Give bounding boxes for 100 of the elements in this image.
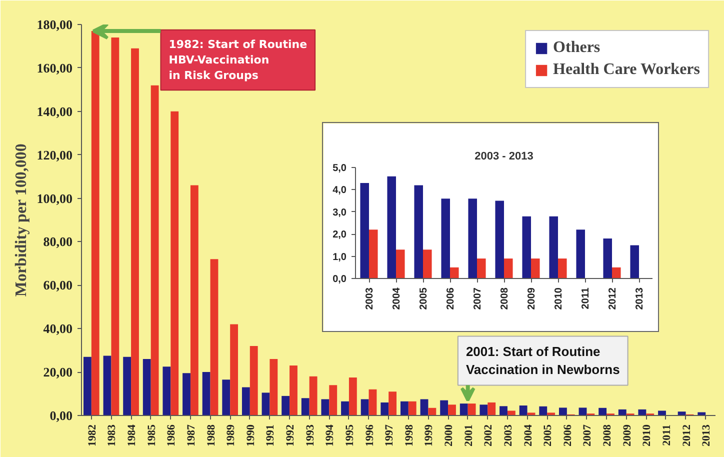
x-tick-label: 2003: [502, 424, 514, 446]
bar: [222, 380, 230, 416]
x-tick-label: 2005: [418, 287, 430, 310]
annotation: 1982: Start of Routine HBV-Vaccination in Risk Groups: [168, 38, 308, 82]
legend-label: Health Care Workers: [553, 61, 700, 79]
bar: [230, 324, 238, 416]
y-tick-label: 80,00: [43, 234, 72, 250]
x-tick-label: 1996: [364, 424, 376, 446]
y-tick-label: 40,00: [43, 321, 72, 336]
y-tick-label: 1,0: [332, 252, 347, 263]
bar: [388, 392, 397, 416]
x-tick-label: 2006: [446, 287, 456, 310]
bar: [440, 400, 448, 416]
bar: [400, 401, 408, 416]
bar: [182, 373, 190, 416]
x-tick-label: 2003: [364, 287, 376, 310]
x-tick-label: 1985: [146, 424, 158, 446]
x-tick-label: 2004: [522, 424, 534, 446]
bar: [414, 185, 423, 278]
bar: [428, 408, 436, 416]
x-tick-label: 1990: [244, 424, 257, 446]
bar: [103, 356, 112, 416]
bar: [369, 230, 378, 278]
x-tick-label: 2011: [660, 424, 673, 446]
bar: [420, 399, 428, 416]
bar: [142, 359, 151, 416]
bar: [638, 409, 646, 416]
bar: [387, 176, 396, 278]
bar: [549, 216, 558, 278]
bar: [558, 408, 567, 416]
bar: [468, 404, 476, 416]
x-tick-label: 1993: [304, 424, 316, 446]
x-tick-label: 1989: [225, 424, 238, 446]
bar: [309, 376, 318, 416]
x-tick-label: 2011: [580, 287, 592, 310]
bar: [270, 359, 278, 416]
x-tick-label: 2013: [700, 424, 713, 446]
bar: [348, 377, 357, 416]
x-tick-label: 1984: [126, 424, 138, 446]
y-tick-label: 4,0: [332, 185, 347, 196]
bar: [603, 238, 612, 278]
y-tick-label: 20,00: [43, 364, 72, 380]
bar: [488, 402, 496, 416]
bar: [448, 404, 456, 416]
bar: [162, 366, 171, 416]
legend-label: Others: [553, 39, 600, 57]
bar: [480, 404, 488, 416]
bar: [202, 372, 210, 416]
x-tick-label: 1995: [344, 424, 356, 446]
bar: [598, 408, 607, 416]
y-tick-label: 0,0: [332, 274, 347, 285]
bar: [578, 408, 587, 416]
bar: [368, 389, 377, 416]
bar: [190, 185, 198, 416]
bar: [150, 85, 159, 416]
bar: [658, 410, 666, 416]
bar: [423, 250, 432, 278]
bar: [380, 402, 389, 416]
x-tick-label: 2009: [621, 424, 634, 446]
bar: [576, 230, 585, 278]
bar: [396, 250, 405, 278]
x-tick-label: 2010: [641, 424, 654, 446]
bar: [477, 258, 486, 278]
y-tick-label: 3,0: [332, 207, 347, 218]
bar: [531, 258, 540, 278]
x-tick-label: 1998: [403, 424, 416, 446]
bar: [170, 111, 179, 416]
y-tick-label: 0,00: [50, 408, 72, 423]
bar: [539, 406, 548, 416]
x-tick-label: 2007: [472, 287, 484, 310]
x-tick-label: 2012: [608, 287, 618, 310]
x-tick-label: 1992: [284, 424, 297, 446]
x-tick-label: 2002: [482, 424, 495, 446]
bar: [250, 346, 258, 416]
bar: [460, 404, 468, 416]
x-tick-label: 2008: [500, 287, 510, 310]
y-tick-label: 120,00: [36, 147, 72, 162]
bar: [618, 409, 626, 416]
bar: [441, 198, 450, 278]
bar: [301, 398, 310, 416]
x-tick-label: 2010: [554, 287, 564, 310]
bar: [504, 258, 513, 278]
bar: [242, 387, 250, 416]
annotation: 2001: Start of Routine Vaccination in Newborns: [466, 344, 620, 378]
x-tick-label: 1983: [106, 424, 118, 446]
x-tick-label: 2004: [392, 287, 402, 310]
bar: [495, 200, 504, 278]
x-tick-label: 2009: [526, 287, 538, 310]
bar: [450, 267, 459, 278]
x-tick-label: 2012: [680, 424, 693, 446]
y-tick-label: 140,00: [36, 104, 72, 119]
bar: [360, 399, 369, 416]
chart-title: 2003 - 2013: [474, 150, 534, 162]
y-tick-label: 60,00: [43, 278, 72, 293]
x-tick-label: 1991: [264, 424, 277, 446]
x-tick-label: 2005: [542, 424, 554, 446]
bar: [341, 401, 349, 416]
bar: [290, 366, 298, 416]
bar: [698, 412, 706, 416]
bar: [408, 401, 416, 416]
